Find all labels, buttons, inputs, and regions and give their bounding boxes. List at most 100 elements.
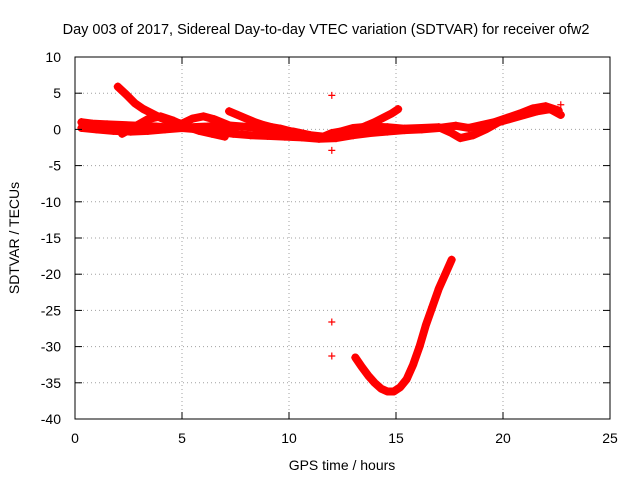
data-point [377,384,386,393]
data-point [92,125,101,134]
data-point [469,131,478,140]
data-point [122,90,131,99]
data-point [387,109,396,118]
data-point [237,122,246,131]
data-point [370,118,379,127]
data-point [77,123,86,132]
x-tick-label: 10 [281,430,297,446]
series-band [351,255,456,396]
y-tick-label: -35 [41,375,61,391]
x-tick-labels: 0 5 10 15 20 25 [71,430,618,446]
data-point [366,129,375,138]
data-point [109,126,118,135]
data-point [285,126,293,135]
data-point [370,378,379,387]
data-point [541,102,550,111]
data-point [409,360,418,369]
x-axis-label: GPS time / hours [289,457,396,473]
data-point [130,99,139,108]
x-tick-label: 0 [71,430,79,446]
data-point [188,114,197,123]
data-point [415,342,424,351]
y-tick-label: -40 [41,411,61,427]
data-point [182,122,191,131]
data-point [250,118,259,127]
data-point [434,284,443,293]
data-point [396,383,405,392]
data-point [428,302,437,311]
y-tick-label: -25 [41,302,61,318]
data-point [421,320,430,329]
data-point [139,105,148,114]
y-tick-label: -15 [41,230,61,246]
data-point [207,129,216,138]
data-point [220,132,229,141]
data-point [199,112,208,121]
y-tick-label: 5 [53,85,61,101]
data-point [259,121,268,130]
data-point [225,107,234,116]
data-point [328,318,336,326]
y-tick-labels: 10 5 0 -5 -10 -15 -20 -25 -30 -35 -40 [41,49,61,427]
data-point [130,122,139,131]
data-point [113,82,122,91]
tick-marks [74,56,611,420]
data-point [503,113,512,122]
data-point [353,125,362,134]
data-point [231,123,240,132]
data-point [456,134,465,143]
data-point [447,255,456,264]
data-point [557,101,565,109]
data-point [464,123,473,132]
data-point [357,362,366,371]
data-point [451,121,460,130]
data-point [417,125,426,134]
data-point [344,129,353,138]
data-point [528,104,537,113]
data-point [328,91,336,99]
series-layer [77,82,565,396]
data-point [351,353,360,362]
series-near-zero-band-2 [77,102,563,143]
data-point [516,109,525,118]
data-point [160,125,169,134]
data-point [477,121,486,130]
y-tick-label: 0 [53,121,61,137]
series-afternoon-branch [225,107,293,135]
data-point [276,124,285,133]
y-tick-label: 10 [45,49,61,65]
data-point [554,106,563,115]
data-point [169,116,178,125]
data-point [210,115,219,124]
data-point [195,126,204,135]
x-tick-label: 15 [388,430,404,446]
data-point [118,129,127,138]
y-tick-label: -30 [41,339,61,355]
data-point [383,127,392,136]
data-point [362,121,371,130]
data-point [314,134,323,143]
data-point [156,112,165,121]
data-point [297,133,306,142]
data-point [434,123,443,132]
series-rising-branch [344,105,403,138]
data-point [490,118,499,127]
series-isolated-points [328,91,565,360]
data-point [400,126,409,135]
data-point [246,131,255,140]
data-point [328,146,336,154]
data-point [143,126,152,135]
series-dip-arc [351,255,456,396]
data-point [280,132,289,141]
data-point [267,123,276,132]
y-tick-label: -5 [49,158,62,174]
data-point [143,115,152,124]
data-point [402,375,411,384]
data-point [441,270,450,279]
y-tick-label: -20 [41,266,61,282]
data-point [242,114,251,123]
x-tick-label: 20 [495,430,511,446]
y-axis-label: SDTVAR / TECUs [6,182,22,294]
data-point [328,352,336,360]
